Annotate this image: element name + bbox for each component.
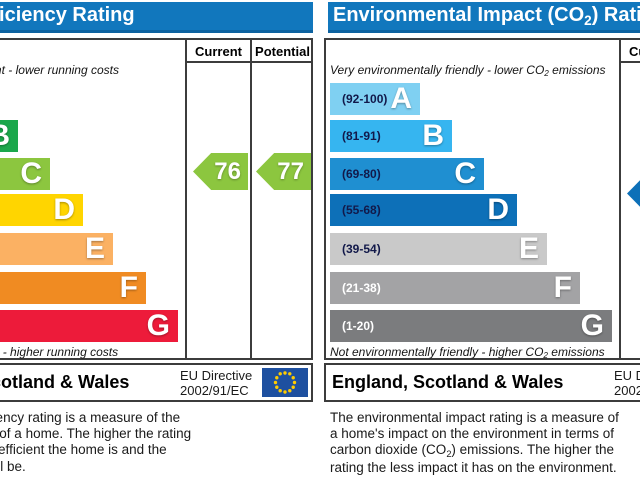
band-f: F: [0, 272, 146, 304]
band-letter: C: [454, 157, 476, 190]
environmental-impact-chart: Environmental Impact (CO2) Rating Curren…: [324, 0, 640, 480]
co2-description-text: The environmental impact rating is a mea…: [330, 410, 619, 475]
band-c: (69-80) C: [330, 158, 484, 190]
energy-description-text: The energy efficiency rating is a measur…: [0, 410, 192, 474]
band-letter: E: [518, 232, 539, 265]
chart-footer: England, Scotland & Wales EU Directive20…: [0, 363, 313, 402]
band-letter: A: [390, 82, 412, 115]
band-g: G: [0, 310, 178, 342]
band-b: B: [0, 120, 18, 152]
current-column-header: Current: [195, 44, 242, 59]
band-e: (39-54) E: [330, 233, 547, 265]
band-f: (21-38) F: [330, 272, 580, 304]
band-range-label: (92-100): [342, 92, 388, 106]
column-divider: [185, 38, 187, 360]
column-divider: [250, 38, 252, 360]
band-range-label: (81-91): [342, 129, 381, 143]
band-letter: D: [53, 193, 75, 226]
co2-chart-title: Environmental Impact (CO2) Rating: [333, 4, 640, 28]
region-label: England, Scotland & Wales: [332, 372, 564, 392]
energy-efficiency-chart: Energy Efficiency Rating Current Potenti…: [0, 0, 313, 480]
bottom-scale-label: Not energy efficient - higher running co…: [0, 345, 119, 359]
band-letter: B: [0, 121, 10, 151]
region-label: England, Scotland & Wales: [0, 372, 130, 392]
band-range-label: (1-20): [342, 319, 375, 333]
eu-flag-icon: [262, 368, 308, 397]
band-letter: D: [487, 193, 509, 226]
header-divider: [621, 61, 640, 63]
band-a: (92-100) A: [330, 83, 420, 115]
band-letter: F: [119, 271, 138, 304]
header-divider: [187, 61, 313, 63]
energy-chart-title-bar: Energy Efficiency Rating: [0, 2, 313, 33]
band-letter: F: [553, 271, 572, 304]
band-d: D: [0, 194, 83, 226]
band-letter: C: [20, 157, 42, 190]
band-c: C: [0, 158, 50, 190]
band-letter: B: [422, 119, 444, 152]
top-scale-label: Very energy efficient - lower running co…: [0, 63, 119, 77]
band-e: E: [0, 233, 113, 265]
band-range-label: (39-54): [342, 242, 381, 256]
top-scale-label: Very environmentally friendly - lower CO…: [330, 63, 606, 79]
band-letter: E: [84, 232, 105, 265]
band-letter: G: [146, 309, 170, 342]
band-range-label: (55-68): [342, 203, 381, 217]
potential-column-header: Potential: [255, 44, 310, 59]
band-b: (81-91) B: [330, 120, 452, 152]
current-column-header: Current: [629, 44, 640, 59]
band-d: (55-68) D: [330, 194, 517, 226]
co2-chart-title-bar: Environmental Impact (CO2) Rating: [328, 2, 640, 33]
column-divider: [619, 38, 621, 360]
chart-footer: England, Scotland & Wales EU Directive20…: [324, 363, 640, 402]
band-g: (1-20) G: [330, 310, 612, 342]
bottom-scale-label: Not environmentally friendly - higher CO…: [330, 345, 605, 361]
band-range-label: (69-80): [342, 167, 381, 181]
energy-chart-title: Energy Efficiency Rating: [0, 4, 135, 26]
band-letter: G: [580, 309, 604, 342]
band-range-label: (21-38): [342, 281, 381, 295]
